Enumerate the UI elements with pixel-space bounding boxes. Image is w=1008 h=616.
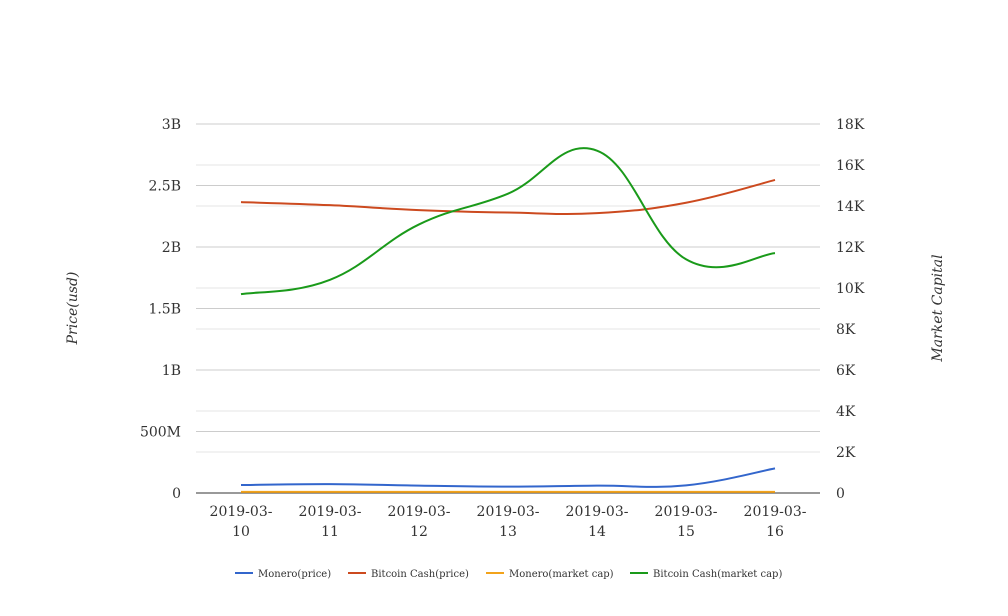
x-tick-label: 2019-03-15 xyxy=(655,504,718,540)
x-axis-ticks: 2019-03-10 2019-03-11 2019-03-12 2019-03-13… xyxy=(210,504,807,540)
minor-gridlines xyxy=(196,123,820,453)
left-tick-label: 2.5B xyxy=(148,179,181,195)
right-tick-label: 14K xyxy=(836,199,865,215)
right-y-axis-ticks: 0 2K 4K 6K 8K 10K 12K 14K 16K 18K xyxy=(836,117,865,502)
x-tick-label: 2019-03-13 xyxy=(477,504,540,540)
left-tick-label: 0 xyxy=(172,486,181,502)
right-tick-label: 8K xyxy=(836,322,856,338)
left-tick-label: 3B xyxy=(162,117,181,133)
legend-item-monero-market-cap[interactable]: Monero(market cap) xyxy=(486,569,614,580)
left-tick-label: 1B xyxy=(162,363,181,379)
right-tick-label: 6K xyxy=(836,363,856,379)
right-tick-label: 2K xyxy=(836,445,856,461)
major-gridlines xyxy=(196,123,820,432)
right-tick-label: 0 xyxy=(836,486,845,502)
series-line-bitcoin-cash-price xyxy=(240,178,776,216)
legend-item-bitcoin-cash-market-cap[interactable]: Bitcoin Cash(market cap) xyxy=(630,569,782,580)
left-y-axis-ticks: 0 500M 1B 1.5B 2B 2.5B 3B xyxy=(140,117,181,502)
legend[interactable]: Monero(price) Bitcoin Cash(price) Monero(m… xyxy=(235,569,782,580)
x-tick-label: 2019-03-14 xyxy=(566,504,629,540)
right-tick-label: 10K xyxy=(836,281,865,297)
legend-label: Bitcoin Cash(price) xyxy=(371,569,469,580)
x-tick-label: 2019-03-16 xyxy=(744,504,807,540)
left-tick-label: 1.5B xyxy=(148,302,181,318)
series-line-monero-price xyxy=(240,467,776,488)
series-lines xyxy=(240,147,776,493)
right-tick-label: 16K xyxy=(836,158,865,174)
legend-label: Bitcoin Cash(market cap) xyxy=(653,569,782,580)
right-axis-title: Market Capital xyxy=(930,254,946,362)
x-tick-label: 2019-03-10 xyxy=(210,504,273,540)
legend-item-monero-price[interactable]: Monero(price) xyxy=(235,569,331,580)
left-axis-title: Price(usd) xyxy=(65,272,81,346)
right-tick-label: 12K xyxy=(836,240,865,256)
x-tick-label: 2019-03-11 xyxy=(299,504,362,540)
left-tick-label: 2B xyxy=(162,240,181,256)
right-tick-label: 18K xyxy=(836,117,865,133)
legend-item-bitcoin-cash-price[interactable]: Bitcoin Cash(price) xyxy=(348,569,469,580)
x-tick-label: 2019-03-12 xyxy=(388,504,451,540)
right-tick-label: 4K xyxy=(836,404,856,420)
legend-label: Monero(price) xyxy=(258,569,331,580)
left-tick-label: 500M xyxy=(140,425,181,441)
legend-label: Monero(market cap) xyxy=(509,569,614,580)
series-line-bitcoin-cash-market-cap xyxy=(240,147,776,296)
